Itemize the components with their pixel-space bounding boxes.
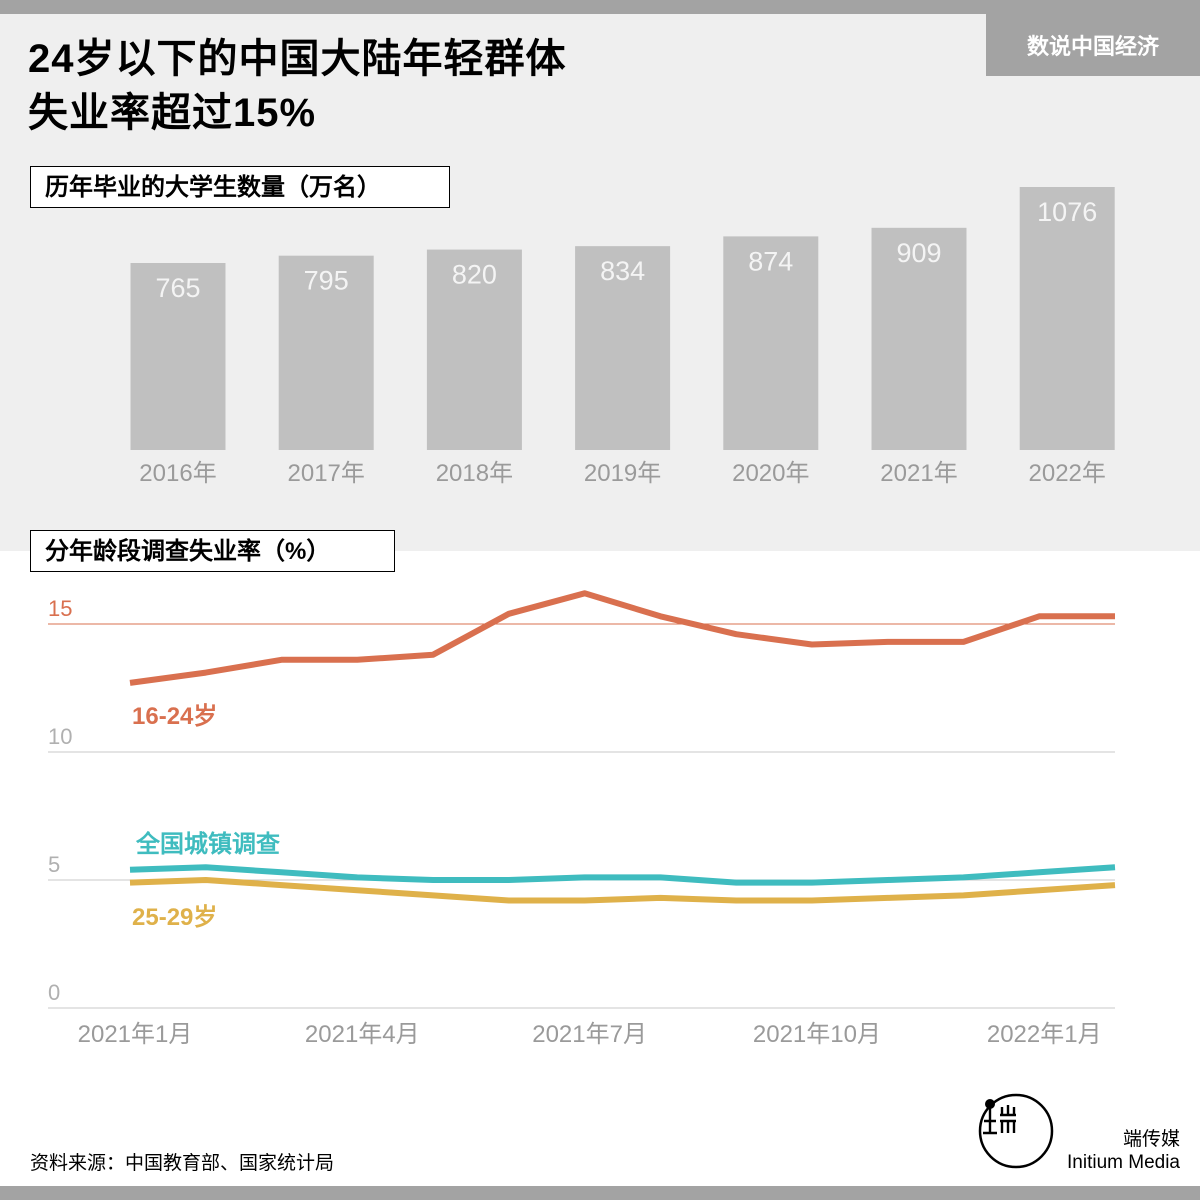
series-line-全国城镇调查 [129,864,1116,886]
logo-name-zh: 端传媒 [1122,1129,1180,1150]
x-tick-label: 2021年7月 [532,1021,647,1048]
bar-category-label: 2021年 [880,460,957,487]
x-tick-label: 2021年4月 [305,1021,420,1048]
bar-category-label: 2017年 [288,460,365,487]
y-tick-label: 15 [48,596,72,621]
bar-2019年 [575,246,671,450]
top-border [0,0,1200,14]
bar-category-label: 2016年 [139,460,216,487]
bar-chart-title: 历年毕业的大学生数量（万名） [30,166,450,208]
bar-category-label: 2018年 [436,460,513,487]
x-tick-label: 2021年1月 [78,1021,193,1048]
series-label: 25-29岁 [132,903,217,931]
title-line-2: 失业率超过15% [28,91,317,135]
bar-category-label: 2020年 [732,460,809,487]
source-note: 资料来源：中国教育部、国家统计局 [30,1153,335,1174]
bar-2017年 [278,255,374,450]
bar-2020年 [723,236,819,450]
x-tick-label: 2022年1月 [987,1021,1102,1048]
bar-chart: 765 2016年 795 2017年 820 2018年 834 2019年 874 2020年… [130,187,1115,487]
title-line-1: 24岁以下的中国大陆年轻群体 [28,37,567,81]
series-line-16-24岁 [129,590,1115,686]
y-tick-label: 10 [48,724,72,749]
y-tick-label: 0 [48,980,60,1005]
brand-tag: 数说中国经济 [986,14,1200,76]
initium-logo-icon [978,1093,1054,1169]
bar-category-label: 2019年 [584,460,661,487]
bar-category-label: 2022年 [1029,460,1106,487]
bar-value-label: 765 [155,273,200,303]
bar-value-label: 874 [748,246,793,276]
bar-2016年 [130,263,226,450]
bar-value-label: 909 [896,238,941,268]
line-chart-title: 分年龄段调查失业率（%） [30,530,395,572]
bar-2022年 [1019,187,1115,450]
bar-value-label: 820 [452,260,497,290]
series-label: 全国城镇调查 [135,830,280,858]
bar-2018年 [426,249,522,450]
bar-value-label: 795 [304,266,349,296]
bar-value-label: 834 [600,256,645,286]
y-tick-label: 5 [48,852,60,877]
bar-2021年 [871,227,967,450]
logo-name-en: Initium Media [1067,1152,1180,1173]
series-line-25-29岁 [129,877,1116,904]
series-label: 16-24岁 [132,702,217,730]
page-title: 24岁以下的中国大陆年轻群体 失业率超过15% [28,32,567,140]
bar-value-label: 1076 [1037,197,1097,227]
bottom-border [0,1186,1200,1200]
x-tick-label: 2021年10月 [753,1021,881,1048]
